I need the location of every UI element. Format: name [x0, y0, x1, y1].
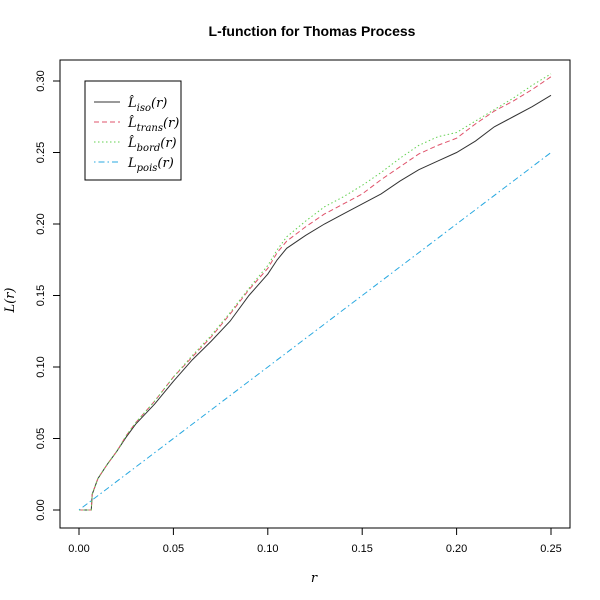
x-tick-label: 0.20	[446, 543, 467, 555]
series-layer	[78, 73, 552, 511]
y-tick-label: 0.25	[35, 142, 47, 163]
series-line-pois	[78, 152, 552, 511]
x-tick-label: 0.10	[257, 543, 278, 555]
legend-box	[84, 80, 182, 181]
legend-entry-bord: L̂bord(r)	[127, 135, 177, 154]
legend: L̂iso(r)L̂trans(r)L̂bord(r) Lpois(r)	[84, 80, 182, 181]
y-tick-label: 0.15	[35, 285, 47, 306]
y-axis: 0.00 0.05 0.10 0.15 0.20 0.25 0.30	[35, 70, 61, 521]
x-tick-label: 0.15	[351, 543, 372, 555]
x-tick-label: 0.05	[163, 543, 184, 555]
y-tick-label: 0.20	[35, 213, 47, 234]
y-tick-label: 0.00	[35, 499, 47, 520]
chart-title: L-function for Thomas Process	[209, 23, 416, 39]
legend-entry-trans: L̂trans(r)	[127, 115, 179, 134]
y-axis-label: L(r)	[3, 288, 18, 314]
series-line-iso	[79, 94, 552, 511]
series-line-bord	[79, 73, 552, 511]
legend-entry-pois: Lpois(r)	[127, 156, 174, 174]
x-tick-label: 0.25	[540, 543, 561, 555]
y-tick-label: 0.05	[35, 428, 47, 449]
x-axis-label: r	[311, 571, 318, 586]
x-tick-label: 0.00	[68, 543, 89, 555]
x-axis: 0.00 0.05 0.10 0.15 0.20 0.25	[68, 527, 562, 555]
series-line-trans	[79, 76, 552, 511]
y-tick-label: 0.30	[35, 70, 47, 91]
y-tick-label: 0.10	[35, 356, 47, 377]
legend-entry-iso: L̂iso(r)	[127, 95, 167, 114]
